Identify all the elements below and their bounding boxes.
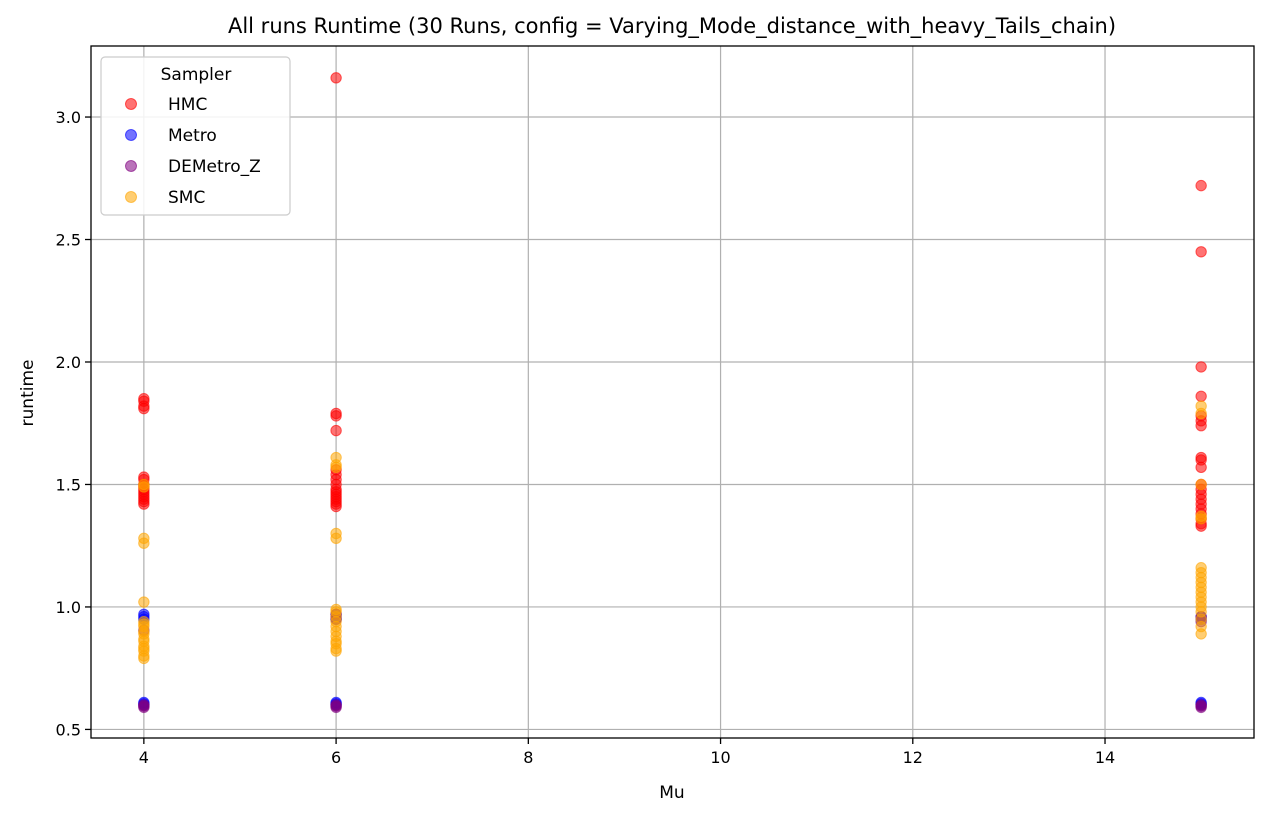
data-point [330,72,342,84]
y-tick-label: 0.5 [56,720,81,739]
data-point [1195,461,1207,474]
y-tick-label: 3.0 [56,108,81,127]
data-point [138,481,150,493]
chart-title: All runs Runtime (30 Runs, config = Vary… [228,14,1116,39]
data-point [330,461,342,474]
data-point [138,699,150,711]
series-demetro-z [138,608,1207,714]
legend-entry: DEMetro_Z [125,157,261,177]
x-tick-label: 6 [331,748,341,767]
series-metro [138,608,1207,711]
legend-entry: SMC [125,188,205,208]
legend-label: Metro [168,126,217,146]
legend-marker [125,129,137,141]
data-point [1195,628,1207,640]
data-point [330,424,342,437]
legend-title: Sampler [161,65,232,85]
axis-ticks: 4 6 8 10 12 14 0.5 1.0 1.5 2.0 2.5 3.0 [56,108,1116,767]
data-point [330,500,342,513]
legend-box [100,56,291,216]
data-point [138,652,150,665]
series-smc [138,400,1207,665]
data-points [138,72,1207,714]
data-point [1195,407,1207,420]
data-point [138,402,150,415]
data-point [1195,246,1207,258]
series-hmc [138,72,1207,532]
x-tick-label: 12 [903,748,923,767]
data-point [1195,513,1207,525]
y-tick-label: 1.5 [56,475,81,494]
legend-marker [125,98,137,110]
legend-label: DEMetro_Z [168,157,261,177]
x-tick-label: 10 [710,748,730,767]
data-point [330,699,342,711]
data-point [330,645,342,657]
data-point [138,498,150,510]
legend-marker [125,160,137,172]
y-tick-label: 2.5 [56,231,81,250]
data-point [330,532,342,545]
y-tick-label: 2.0 [56,353,81,372]
data-point [1195,390,1207,402]
data-point [138,596,150,608]
x-tick-label: 14 [1095,748,1115,767]
data-point [1195,419,1207,432]
y-axis-label: runtime [18,360,38,427]
y-tick-label: 1.0 [56,598,81,617]
legend: Sampler HMC Metro DEMetro_Z SMC [100,56,291,216]
data-point [1195,478,1207,491]
data-point [138,537,150,549]
legend-entry: HMC [125,95,207,115]
legend-label: SMC [168,188,205,208]
data-point [330,410,342,422]
x-tick-label: 4 [139,748,149,767]
legend-marker [125,191,137,203]
data-point [1195,179,1207,192]
x-tick-label: 8 [523,748,533,767]
data-point [1195,361,1207,373]
data-point [1195,699,1207,711]
legend-entry: Metro [125,126,217,146]
x-axis-label: Mu [659,783,684,803]
plot-frame [90,45,1255,739]
legend-label: HMC [168,95,207,115]
